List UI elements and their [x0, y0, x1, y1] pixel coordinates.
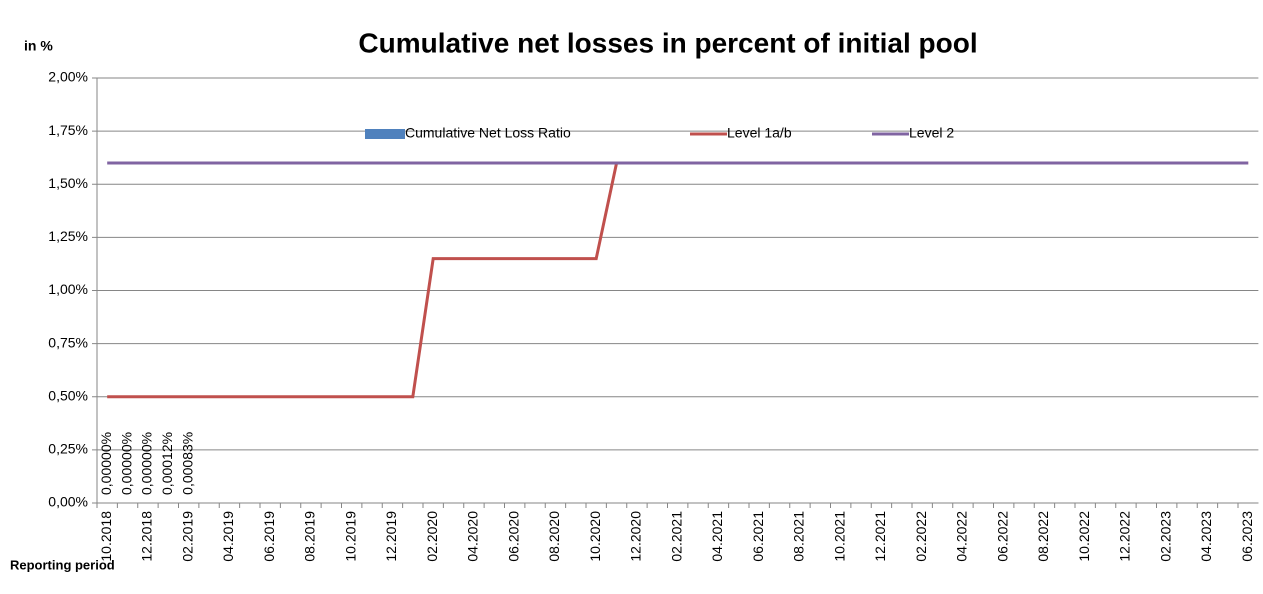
x-tick-label: 12.2019	[383, 511, 399, 562]
legend-label: Level 1a/b	[727, 125, 792, 141]
x-tick-label: 04.2023	[1198, 511, 1214, 562]
legend-swatch	[365, 129, 405, 139]
data-label: 0,00000%	[118, 432, 134, 495]
x-tick-label: 06.2023	[1239, 511, 1255, 562]
y-tick-label: 0,75%	[48, 334, 88, 350]
x-tick-label: 06.2022	[994, 511, 1010, 562]
x-tick-label: 10.2019	[342, 511, 358, 562]
x-tick-label: 02.2022	[913, 511, 929, 562]
line	[107, 161, 1249, 399]
x-tick-label: 06.2020	[505, 511, 521, 562]
chart-title: Cumulative net losses in percent of init…	[358, 27, 977, 58]
y-tick-label: 1,75%	[48, 122, 88, 138]
x-axis-label: Reporting period	[10, 557, 115, 572]
y-tick-label: 0,25%	[48, 441, 88, 457]
x-tick-label: 02.2023	[1157, 511, 1173, 562]
x-tick-label: 02.2021	[668, 511, 684, 562]
y-tick-label: 2,00%	[48, 69, 88, 85]
x-tick-label: 12.2018	[139, 511, 155, 562]
x-tick-label: 04.2019	[220, 511, 236, 562]
data-label: 0,00083%	[179, 432, 195, 495]
x-tick-label: 04.2021	[709, 511, 725, 562]
x-tick-label: 08.2019	[302, 511, 318, 562]
x-tick-label: 10.2020	[587, 511, 603, 562]
data-label: 0,00000%	[139, 432, 155, 495]
x-tick-label: 08.2022	[1035, 511, 1051, 562]
x-tick-label: 04.2022	[954, 511, 970, 562]
x-tick-label: 08.2020	[546, 511, 562, 562]
x-tick-label: 10.2021	[831, 511, 847, 562]
y-tick-label: 1,50%	[48, 175, 88, 191]
x-tick-label: 12.2022	[1117, 511, 1133, 562]
y-axis-label: in %	[24, 38, 53, 54]
x-tick-label: 10.2022	[1076, 511, 1092, 562]
data-label: 0,00012%	[159, 432, 175, 495]
x-tick-label: 06.2019	[261, 511, 277, 562]
x-tick-label: 02.2019	[179, 511, 195, 562]
legend-label: Level 2	[909, 125, 954, 141]
x-tick-label: 06.2021	[750, 511, 766, 562]
x-tick-label: 08.2021	[791, 511, 807, 562]
x-tick-label: 10.2018	[98, 511, 114, 562]
y-tick-label: 1,25%	[48, 228, 88, 244]
y-tick-label: 0,00%	[48, 494, 88, 510]
x-tick-label: 12.2020	[628, 511, 644, 562]
x-tick-label: 12.2021	[872, 511, 888, 562]
data-label: 0,00000%	[98, 432, 114, 495]
x-tick-label: 04.2020	[465, 511, 481, 562]
y-tick-label: 1,00%	[48, 281, 88, 297]
legend-label: Cumulative Net Loss Ratio	[405, 125, 571, 141]
x-tick-label: 02.2020	[424, 511, 440, 562]
y-tick-label: 0,50%	[48, 387, 88, 403]
